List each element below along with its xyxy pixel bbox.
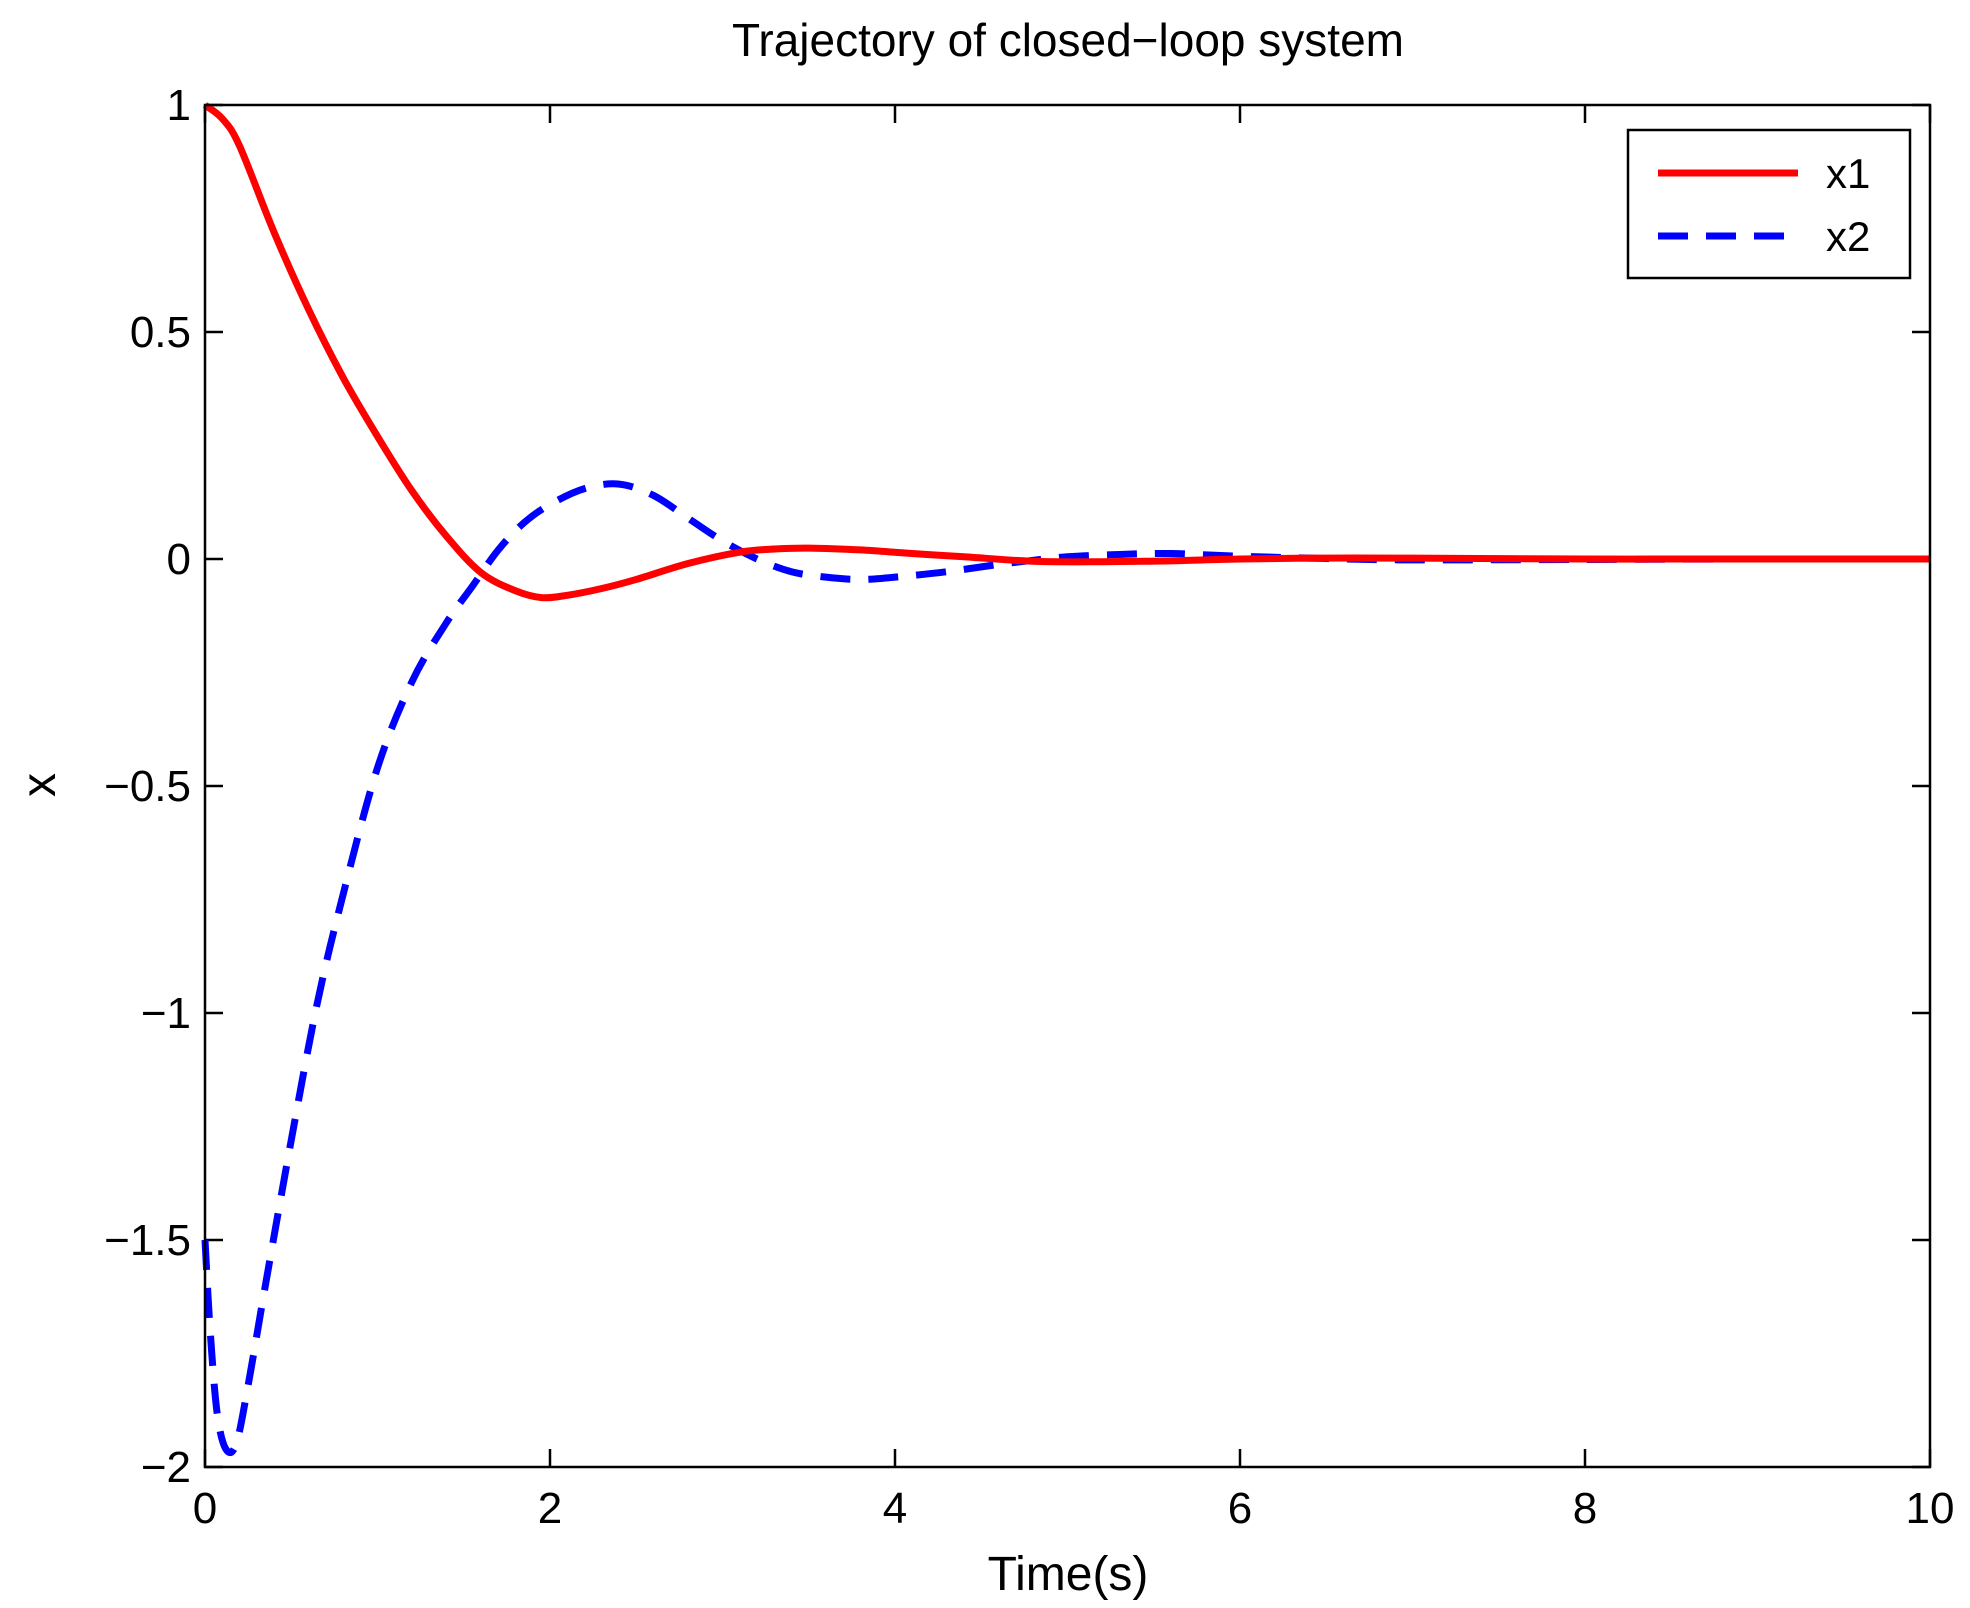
y-tick-label: 1 xyxy=(167,81,191,130)
x-tick-label: 0 xyxy=(193,1484,217,1533)
series-line-x2 xyxy=(201,480,1931,1457)
y-tick-label: −1 xyxy=(141,989,191,1038)
x-tick-label: 6 xyxy=(1228,1484,1252,1533)
y-tick-label: −2 xyxy=(141,1443,191,1492)
series-line-x1 xyxy=(202,102,1930,602)
y-tick-label: 0.5 xyxy=(130,308,191,357)
y-tick-label: 0 xyxy=(167,535,191,584)
x-tick-label: 2 xyxy=(538,1484,562,1533)
legend-box xyxy=(1626,128,1912,280)
legend-label-x1: x1 xyxy=(1826,150,1870,197)
x-axis-ticks: 0 2 4 6 8 10 xyxy=(193,105,1955,1533)
x-tick-label: 10 xyxy=(1906,1484,1955,1533)
y-axis-ticks: 1 0.5 0 −0.5 −1 −1.5 −2 xyxy=(104,81,1930,1492)
chart-title: Trajectory of closed−loop system xyxy=(732,14,1404,66)
plot-frame xyxy=(203,103,1932,1469)
y-tick-label: −1.5 xyxy=(104,1216,191,1265)
series-layer xyxy=(201,102,1931,1457)
legend-label-x2: x2 xyxy=(1826,213,1870,260)
x-tick-label: 4 xyxy=(883,1484,907,1533)
x-tick-label: 8 xyxy=(1573,1484,1597,1533)
y-axis-label: x xyxy=(13,773,66,797)
x-axis-label: Time(s) xyxy=(988,1548,1149,1601)
y-tick-label: −0.5 xyxy=(104,762,191,811)
